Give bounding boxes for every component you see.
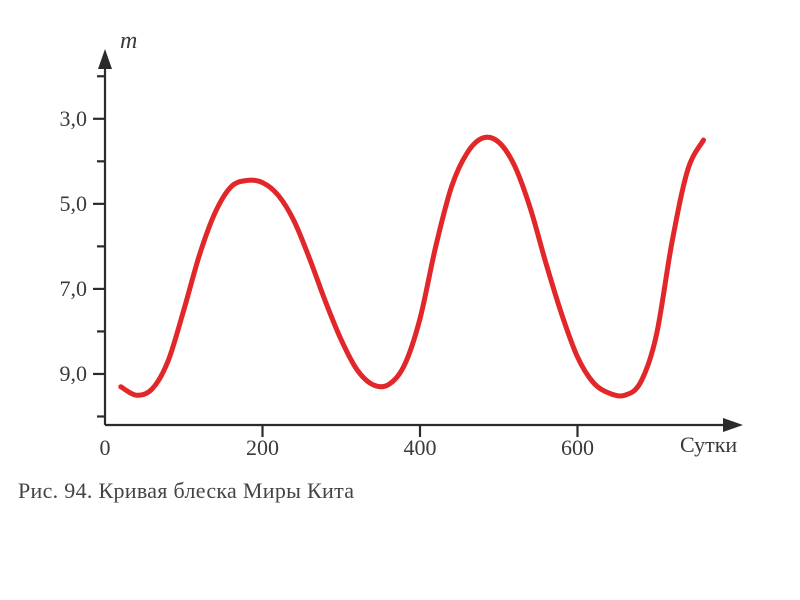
- x-tick-label: 400: [404, 435, 437, 461]
- light-curve-chart: m Сутки 3,0 5,0 7,0 9,0 0 200 400 600 Рис. 94.…: [0, 0, 800, 600]
- figure-caption: Рис. 94. Кривая блеска Миры Кита: [18, 478, 354, 504]
- x-tick-label: 0: [100, 435, 111, 461]
- y-tick-label: 9,0: [37, 361, 87, 387]
- y-axis-title: m: [120, 28, 137, 55]
- y-tick-label: 5,0: [37, 191, 87, 217]
- chart-canvas: [0, 0, 800, 600]
- x-tick-label: 200: [246, 435, 279, 461]
- y-tick-label: 3,0: [37, 106, 87, 132]
- x-axis-title: Сутки: [680, 432, 737, 458]
- x-tick-label: 600: [561, 435, 594, 461]
- y-tick-label: 7,0: [37, 276, 87, 302]
